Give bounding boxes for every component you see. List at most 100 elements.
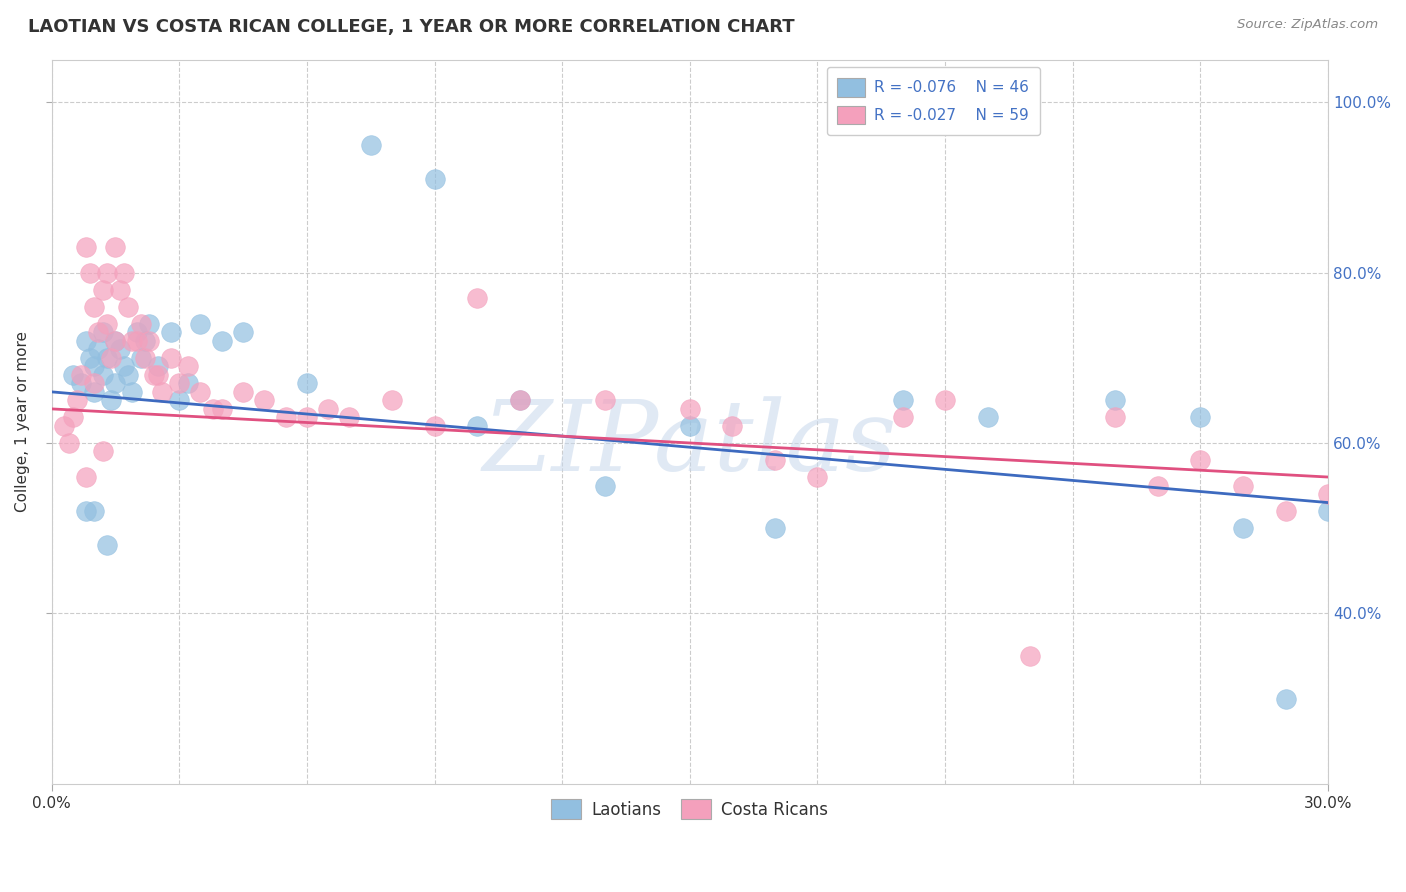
- Point: [150, 384, 173, 399]
- Point: [75, 504, 97, 518]
- Legend: Laotians, Costa Ricans: Laotians, Costa Ricans: [544, 792, 835, 826]
- Point: [83, 376, 105, 391]
- Point: [1274, 504, 1296, 518]
- Point: [593, 393, 616, 408]
- Point: [176, 376, 198, 391]
- Point: [274, 410, 297, 425]
- Point: [202, 401, 225, 416]
- Point: [763, 453, 786, 467]
- Point: [112, 266, 135, 280]
- Point: [100, 393, 122, 408]
- Point: [1147, 478, 1170, 492]
- Point: [465, 291, 488, 305]
- Point: [423, 172, 446, 186]
- Point: [129, 351, 152, 365]
- Point: [83, 504, 105, 518]
- Point: [129, 317, 152, 331]
- Point: [176, 359, 198, 374]
- Point: [142, 368, 165, 382]
- Point: [104, 240, 127, 254]
- Point: [1104, 393, 1126, 408]
- Point: [87, 343, 110, 357]
- Point: [339, 410, 361, 425]
- Point: [211, 334, 233, 348]
- Point: [679, 401, 702, 416]
- Point: [125, 325, 148, 339]
- Point: [134, 334, 156, 348]
- Point: [1274, 691, 1296, 706]
- Point: [146, 359, 169, 374]
- Point: [232, 325, 254, 339]
- Point: [159, 325, 181, 339]
- Point: [1019, 648, 1042, 663]
- Point: [360, 137, 382, 152]
- Point: [100, 351, 122, 365]
- Point: [96, 266, 118, 280]
- Point: [96, 351, 118, 365]
- Point: [465, 418, 488, 433]
- Point: [66, 393, 89, 408]
- Point: [121, 334, 143, 348]
- Point: [70, 368, 93, 382]
- Point: [1189, 410, 1212, 425]
- Point: [104, 334, 127, 348]
- Point: [91, 325, 114, 339]
- Point: [96, 538, 118, 552]
- Point: [62, 368, 84, 382]
- Point: [108, 283, 131, 297]
- Point: [83, 359, 105, 374]
- Point: [159, 351, 181, 365]
- Point: [232, 384, 254, 399]
- Point: [134, 351, 156, 365]
- Point: [87, 325, 110, 339]
- Point: [763, 521, 786, 535]
- Point: [721, 418, 744, 433]
- Point: [891, 410, 914, 425]
- Point: [976, 410, 998, 425]
- Point: [295, 410, 318, 425]
- Point: [70, 376, 93, 391]
- Point: [121, 384, 143, 399]
- Text: Source: ZipAtlas.com: Source: ZipAtlas.com: [1237, 18, 1378, 31]
- Point: [117, 300, 139, 314]
- Point: [117, 368, 139, 382]
- Point: [806, 470, 828, 484]
- Point: [146, 368, 169, 382]
- Point: [79, 266, 101, 280]
- Point: [167, 376, 190, 391]
- Point: [316, 401, 339, 416]
- Point: [58, 436, 80, 450]
- Point: [75, 240, 97, 254]
- Text: LAOTIAN VS COSTA RICAN COLLEGE, 1 YEAR OR MORE CORRELATION CHART: LAOTIAN VS COSTA RICAN COLLEGE, 1 YEAR O…: [28, 18, 794, 36]
- Point: [1232, 521, 1254, 535]
- Point: [91, 283, 114, 297]
- Point: [509, 393, 531, 408]
- Point: [104, 376, 127, 391]
- Point: [83, 384, 105, 399]
- Point: [593, 478, 616, 492]
- Point: [79, 351, 101, 365]
- Point: [104, 334, 127, 348]
- Point: [891, 393, 914, 408]
- Point: [934, 393, 956, 408]
- Point: [211, 401, 233, 416]
- Point: [423, 418, 446, 433]
- Point: [138, 317, 160, 331]
- Point: [138, 334, 160, 348]
- Point: [1104, 410, 1126, 425]
- Point: [75, 470, 97, 484]
- Point: [167, 393, 190, 408]
- Point: [1189, 453, 1212, 467]
- Point: [53, 418, 76, 433]
- Point: [1317, 487, 1340, 501]
- Point: [190, 384, 212, 399]
- Point: [62, 410, 84, 425]
- Point: [1232, 478, 1254, 492]
- Point: [112, 359, 135, 374]
- Point: [190, 317, 212, 331]
- Point: [91, 444, 114, 458]
- Point: [75, 334, 97, 348]
- Point: [91, 368, 114, 382]
- Y-axis label: College, 1 year or more: College, 1 year or more: [15, 331, 30, 512]
- Point: [679, 418, 702, 433]
